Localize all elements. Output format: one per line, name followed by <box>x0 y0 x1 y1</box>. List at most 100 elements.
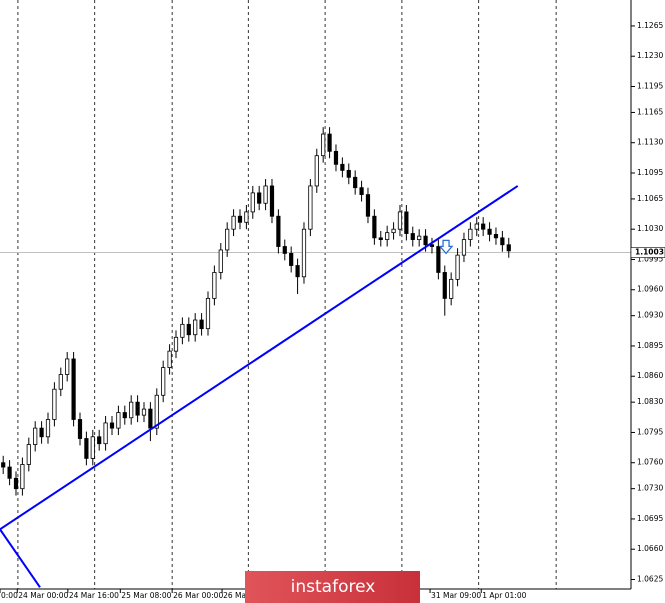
candle-body <box>180 323 185 338</box>
x-tick-label: 24 Mar 00:00 <box>18 591 68 600</box>
candle-body <box>129 401 134 419</box>
candle-body <box>423 235 428 246</box>
y-tick-label: 1.1265 <box>637 21 663 30</box>
candle-body <box>52 388 57 420</box>
candle-body <box>269 185 275 217</box>
candle-body <box>167 350 172 368</box>
y-tick-label: 1.1065 <box>637 194 663 203</box>
candle-body <box>378 237 383 240</box>
candle-body <box>301 228 307 278</box>
candle-body <box>71 358 76 420</box>
candle-body <box>193 319 198 336</box>
candle-body <box>308 185 313 230</box>
candle-body <box>359 187 364 196</box>
candle-body <box>109 422 115 429</box>
candle-body <box>327 133 332 152</box>
y-tick-label: 1.0895 <box>637 341 663 350</box>
candle-body <box>212 272 217 299</box>
candle-body <box>391 228 396 234</box>
candle-body <box>397 211 403 230</box>
candle-body <box>417 235 422 240</box>
x-tick-label: 26 Ma <box>223 591 246 600</box>
candle-body <box>148 408 153 429</box>
candle-body <box>7 466 12 479</box>
y-tick-label: 1.0960 <box>637 285 663 294</box>
trend-line <box>0 528 41 588</box>
y-tick-label: 1.0995 <box>637 254 663 263</box>
candle-body <box>26 444 31 465</box>
candle-body <box>295 265 300 278</box>
y-tick-label: 1.0760 <box>637 458 663 467</box>
candle-body <box>340 163 345 171</box>
candle-body <box>84 438 89 459</box>
y-tick-label: 1.1195 <box>637 81 663 90</box>
x-tick-label: 0:00 <box>1 591 18 600</box>
candle-body <box>205 297 211 330</box>
candle-body <box>500 237 505 246</box>
candle-body <box>122 412 127 419</box>
grid <box>17 0 557 589</box>
y-tick-label: 1.0695 <box>637 514 663 523</box>
y-tick-label: 1.0860 <box>637 371 663 380</box>
candle-body <box>186 323 191 336</box>
trend-line <box>0 185 519 531</box>
candle-body <box>45 419 51 438</box>
x-tick-label: 31 Mar 09:00 <box>431 591 481 600</box>
price-label: 1.1003 <box>635 248 664 257</box>
candle-body <box>231 215 236 230</box>
y-tick-label: 1.0625 <box>637 574 663 583</box>
candle-body <box>173 336 179 352</box>
candle-body <box>365 194 371 217</box>
candle-body <box>410 233 415 240</box>
candle-body <box>237 215 243 223</box>
y-tick-label: 1.1030 <box>637 224 663 233</box>
candle-body <box>372 215 377 239</box>
candle-body <box>487 228 492 235</box>
candle-body <box>468 228 473 240</box>
y-tick-label: 1.1230 <box>637 51 663 60</box>
candle-body <box>289 253 294 266</box>
candle-body <box>506 244 511 252</box>
y-tick-label: 1.1095 <box>637 168 663 177</box>
candle-body <box>346 169 351 178</box>
candle-body <box>199 319 204 330</box>
y-tick-label: 1.0830 <box>637 397 663 406</box>
candle-body <box>33 427 38 445</box>
candle-body <box>154 394 159 429</box>
candle-body <box>282 246 287 254</box>
y-tick-label: 1.1130 <box>637 138 663 147</box>
candle-body <box>429 244 435 247</box>
candle-body <box>218 249 223 273</box>
logo-text: instaforex <box>291 577 376 597</box>
candle-body <box>135 401 140 416</box>
candle-body <box>39 427 44 438</box>
candle-body <box>97 436 102 445</box>
price-label-box <box>630 247 665 258</box>
y-tick-label: 1.1165 <box>637 107 663 116</box>
candle-body <box>141 408 147 416</box>
y-tick-label: 1.0730 <box>637 484 663 493</box>
candle-body <box>481 223 486 230</box>
candle-body <box>77 419 83 439</box>
candle-body <box>116 412 121 429</box>
candle-body <box>461 239 467 256</box>
candle-body <box>474 223 479 230</box>
candle-body <box>455 254 460 280</box>
candle-body <box>493 233 499 239</box>
candle-body <box>276 215 281 247</box>
x-tick-label: 25 Mar 08:00 <box>121 591 171 600</box>
plot <box>0 127 631 588</box>
candle-body <box>20 464 25 490</box>
candle-body <box>436 246 441 273</box>
candle-body <box>442 272 447 299</box>
candle-body <box>263 185 268 204</box>
y-tick-label: 1.0795 <box>637 427 663 436</box>
candle-body <box>13 477 19 490</box>
x-tick-label: 24 Mar 16:00 <box>69 591 119 600</box>
candle-body <box>1 462 6 468</box>
candle-body <box>58 374 63 390</box>
candle-body <box>244 211 249 223</box>
candle-body <box>333 150 339 165</box>
candle-body <box>449 278 454 299</box>
